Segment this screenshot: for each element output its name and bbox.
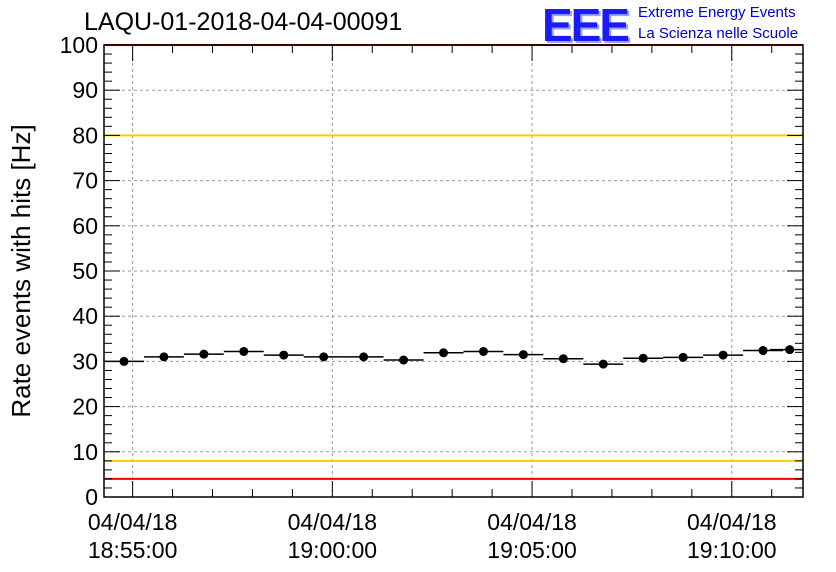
- x-tick-label-date: 04/04/18: [88, 509, 178, 535]
- eee-logo-mark: EEE: [542, 0, 630, 51]
- y-tick-label: 80: [72, 122, 98, 148]
- chart-title: LAQU-01-2018-04-04-00091: [84, 8, 403, 36]
- data-point: [279, 350, 289, 360]
- data-point: [119, 356, 129, 366]
- data-point: [399, 355, 409, 365]
- data-point: [758, 346, 768, 356]
- y-tick-label: 90: [72, 77, 98, 103]
- x-tick-label-time: 18:55:00: [88, 537, 178, 563]
- y-tick-label: 40: [72, 303, 98, 329]
- data-point: [199, 349, 209, 359]
- y-tick-label: 30: [72, 348, 98, 374]
- data-point: [598, 359, 608, 369]
- data-point: [478, 346, 488, 356]
- data-point: [718, 350, 728, 360]
- x-tick-label-time: 19:00:00: [288, 537, 378, 563]
- x-tick-label-date: 04/04/18: [487, 509, 577, 535]
- eee-logo: EEE Extreme Energy Events La Scienza nel…: [542, 0, 832, 51]
- x-tick-label-time: 19:05:00: [487, 537, 577, 563]
- y-axis-label: Rate events with hits [Hz]: [6, 124, 36, 417]
- x-tick-label-date: 04/04/18: [687, 509, 777, 535]
- y-tick-label: 10: [72, 439, 98, 465]
- y-tick-label: 0: [85, 484, 98, 510]
- y-tick-label: 60: [72, 213, 98, 239]
- data-point: [239, 346, 249, 356]
- data-point: [319, 352, 329, 362]
- x-tick-label-time: 19:10:00: [687, 537, 777, 563]
- data-point: [439, 348, 449, 358]
- data-point: [359, 352, 369, 362]
- logo-line-1: Extreme Energy Events: [638, 4, 796, 21]
- y-tick-label: 50: [72, 258, 98, 284]
- data-point: [785, 345, 795, 355]
- data-point: [159, 352, 169, 362]
- y-tick-label: 20: [72, 394, 98, 420]
- data-point: [678, 352, 688, 362]
- data-point: [518, 350, 528, 360]
- logo-line-2: La Scienza nelle Scuole: [638, 25, 799, 42]
- y-tick-label: 100: [60, 32, 98, 58]
- y-tick-label: 70: [72, 168, 98, 194]
- data-point: [558, 354, 568, 364]
- data-point: [638, 353, 648, 363]
- x-tick-label-date: 04/04/18: [288, 509, 378, 535]
